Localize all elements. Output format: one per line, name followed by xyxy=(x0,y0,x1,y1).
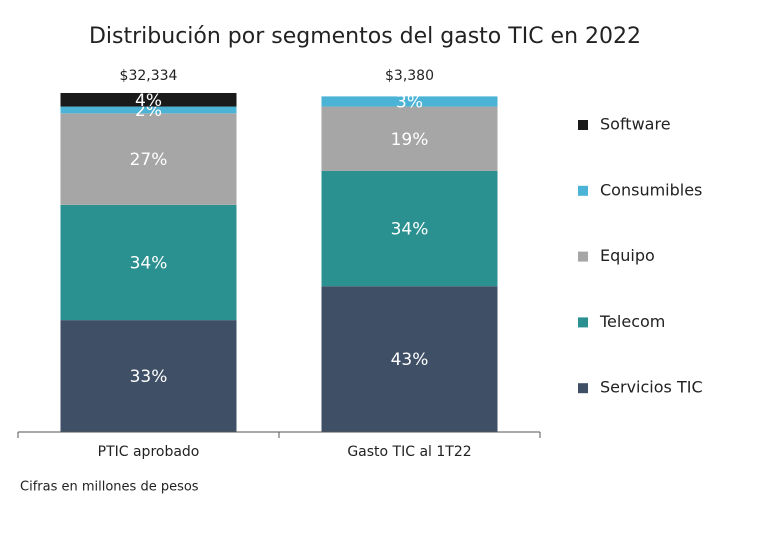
bar-segment xyxy=(321,170,498,287)
bar-segment xyxy=(60,106,237,114)
bar-segment xyxy=(60,204,237,321)
data-label: 4% xyxy=(135,91,162,111)
legend-label: Equipo xyxy=(600,246,655,265)
chart-title: Distribución por segmentos del gasto TIC… xyxy=(89,24,641,49)
legend-swatch xyxy=(578,185,588,196)
legend-label: Telecom xyxy=(599,312,665,331)
x-tick-label: PTIC aprobado xyxy=(98,444,200,460)
legend-label: Software xyxy=(600,115,671,134)
bar-segment xyxy=(60,113,237,205)
bar-segment xyxy=(321,96,498,107)
legend-swatch xyxy=(578,251,588,262)
data-label: 19% xyxy=(391,130,429,150)
note: Cifras en millones de pesos xyxy=(20,480,199,495)
x-tick-label: Gasto TIC al 1T22 xyxy=(347,444,471,460)
legend-label: Consumibles xyxy=(600,180,702,199)
bar-segment xyxy=(321,286,498,432)
data-label: 34% xyxy=(130,254,168,274)
bar-segment xyxy=(321,106,498,171)
data-label: 43% xyxy=(391,350,429,370)
legend-swatch xyxy=(578,383,588,394)
legend-label: Servicios TIC xyxy=(600,378,703,397)
bar-segment xyxy=(60,93,237,107)
data-label: 34% xyxy=(391,220,429,240)
legend-swatch xyxy=(578,120,588,130)
data-label: 27% xyxy=(130,150,168,170)
total-label: $3,380 xyxy=(385,68,434,84)
data-label: 33% xyxy=(130,367,168,387)
total-label: $32,334 xyxy=(120,68,178,84)
data-label: 3% xyxy=(396,92,423,112)
bar-segment xyxy=(60,320,237,432)
legend-swatch xyxy=(578,317,588,328)
